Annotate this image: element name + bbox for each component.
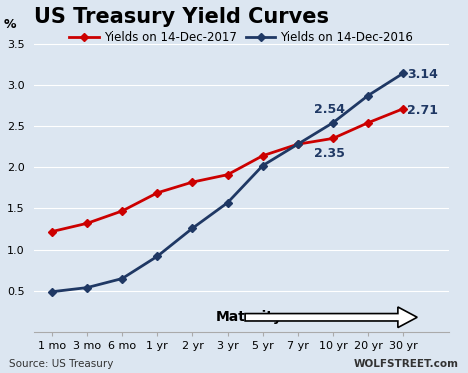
Yields on 14-Dec-2017 bbox=[295, 142, 300, 147]
Yields on 14-Dec-2016 bbox=[225, 200, 230, 205]
Text: Maturity: Maturity bbox=[215, 310, 282, 324]
Yields on 14-Dec-2017 bbox=[400, 107, 406, 111]
Yields on 14-Dec-2017 bbox=[225, 172, 230, 177]
Yields on 14-Dec-2017 bbox=[190, 180, 195, 184]
Yields on 14-Dec-2016 bbox=[260, 163, 265, 168]
Yields on 14-Dec-2017 bbox=[365, 120, 371, 125]
Text: 2.35: 2.35 bbox=[314, 147, 344, 160]
Yields on 14-Dec-2016 bbox=[49, 289, 55, 294]
Yields on 14-Dec-2016 bbox=[365, 93, 371, 98]
Legend: Yields on 14-Dec-2017, Yields on 14-Dec-2016: Yields on 14-Dec-2017, Yields on 14-Dec-… bbox=[69, 31, 413, 44]
Yields on 14-Dec-2017 bbox=[119, 209, 125, 213]
Polygon shape bbox=[245, 307, 417, 327]
Yields on 14-Dec-2016 bbox=[84, 285, 90, 290]
Text: 2.54: 2.54 bbox=[314, 103, 344, 116]
Yields on 14-Dec-2016 bbox=[330, 120, 336, 125]
Text: US Treasury Yield Curves: US Treasury Yield Curves bbox=[35, 7, 329, 27]
Line: Yields on 14-Dec-2017: Yields on 14-Dec-2017 bbox=[49, 106, 406, 235]
Text: WOLFSTREET.com: WOLFSTREET.com bbox=[354, 359, 459, 369]
Yields on 14-Dec-2017 bbox=[260, 154, 265, 158]
Text: 2.71: 2.71 bbox=[407, 104, 439, 117]
Text: Source: US Treasury: Source: US Treasury bbox=[9, 359, 114, 369]
Line: Yields on 14-Dec-2016: Yields on 14-Dec-2016 bbox=[49, 70, 406, 295]
Yields on 14-Dec-2017 bbox=[49, 229, 55, 234]
Yields on 14-Dec-2017 bbox=[154, 191, 160, 195]
Yields on 14-Dec-2016 bbox=[119, 276, 125, 281]
Yields on 14-Dec-2016 bbox=[295, 142, 300, 147]
Yields on 14-Dec-2016 bbox=[190, 226, 195, 231]
Yields on 14-Dec-2016 bbox=[154, 254, 160, 258]
Yields on 14-Dec-2017 bbox=[330, 136, 336, 141]
Text: %: % bbox=[3, 18, 16, 31]
Text: 3.14: 3.14 bbox=[407, 68, 438, 81]
Yields on 14-Dec-2017 bbox=[84, 221, 90, 226]
Yields on 14-Dec-2016 bbox=[400, 71, 406, 76]
